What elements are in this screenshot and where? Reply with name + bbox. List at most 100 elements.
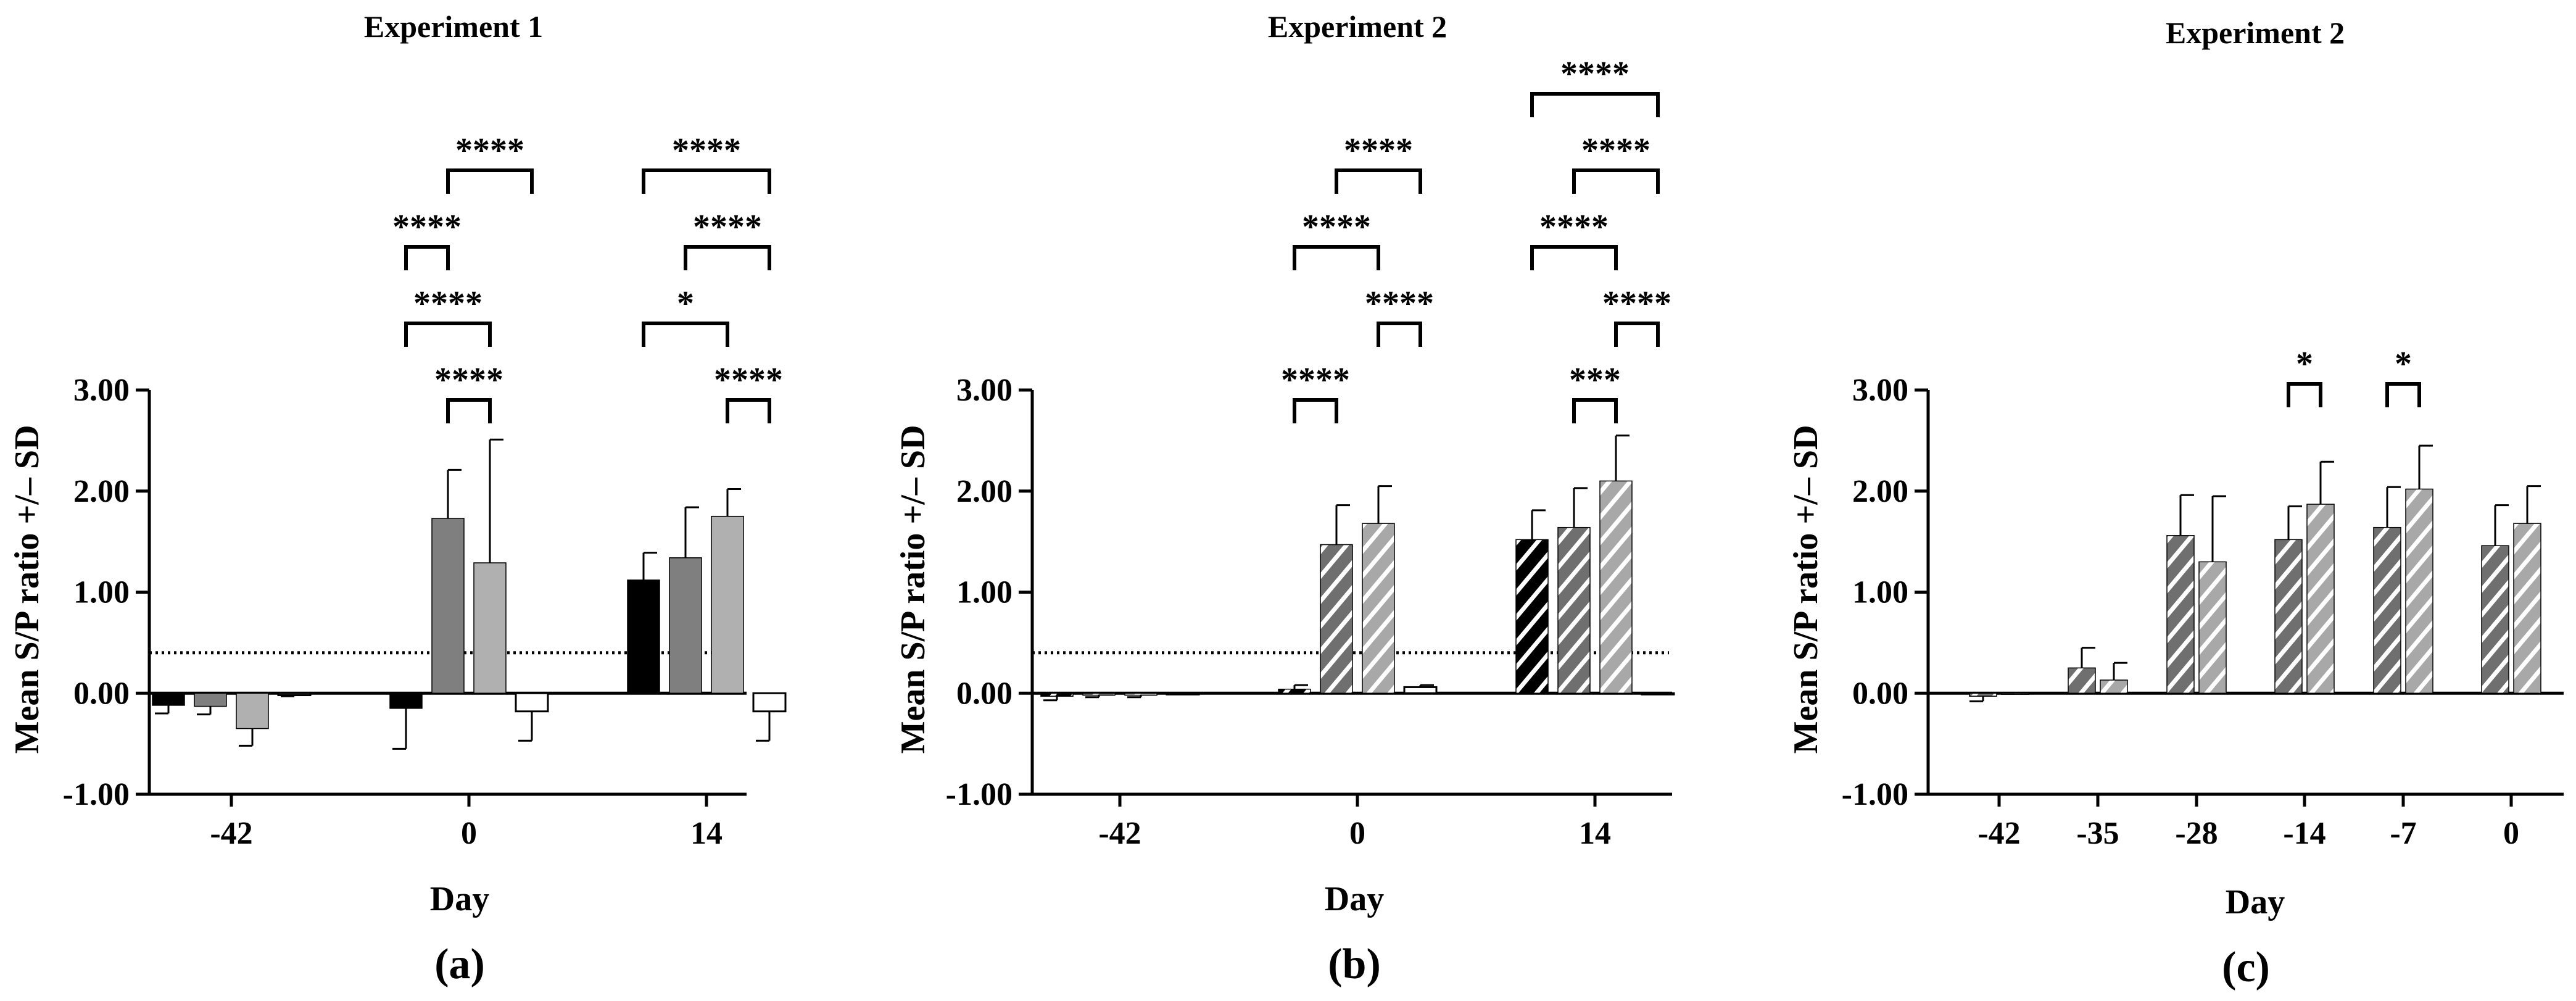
bar: [152, 692, 185, 706]
bar: [711, 515, 744, 694]
y-tick-label: 3.00: [1852, 373, 1908, 408]
bar: [194, 692, 227, 707]
bar: [277, 692, 312, 697]
significance-bracket: [1572, 168, 1660, 194]
bar: [2306, 504, 2335, 694]
significance-label: ****: [413, 285, 482, 323]
significance-label: ****: [392, 208, 462, 246]
significance-bracket: [1377, 322, 1422, 347]
bar: [1641, 692, 1675, 696]
bar: [473, 562, 507, 694]
panel-c-plot: -1.00 0.00 1.00 2.00 3.00 -42 -35 -28 -14 -7 0 * *: [1842, 345, 2564, 851]
significance-bracket: [1335, 168, 1422, 194]
significance-label: ****: [714, 361, 783, 399]
significance-label: ****: [693, 208, 762, 246]
bar: [2100, 679, 2128, 694]
bar: [1278, 688, 1311, 694]
bar: [1557, 526, 1591, 694]
bar: [2198, 561, 2227, 694]
x-tick-label: -42: [1098, 816, 1141, 851]
significance-label: ****: [1602, 285, 1671, 323]
x-tick-label: -42: [1978, 816, 2020, 851]
panel-b: Experiment 2 Mean S/P ratio +/– SD Day (…: [894, 9, 1675, 988]
panel-b-x-axis-title: Day: [1325, 880, 1384, 918]
significance-bracket: [404, 245, 450, 270]
panel-c-x-axis-title: Day: [2226, 883, 2285, 921]
x-tick-label: -35: [2076, 816, 2119, 851]
panel-a-plot: -1.000.001.002.003.00-42 0 14*************…: [63, 131, 787, 851]
bar: [236, 692, 269, 729]
significance-bracket: [642, 322, 729, 347]
significance-label: ****: [1302, 208, 1371, 246]
significance-bracket: [2287, 382, 2322, 407]
panel-c-title: Experiment 2: [2166, 15, 2345, 50]
significance-bracket: [684, 245, 771, 270]
significance-label: ****: [672, 131, 741, 170]
significance-label: ***: [1569, 361, 1621, 399]
bar: [1515, 539, 1549, 694]
bar: [2274, 539, 2303, 694]
x-tick-label: -42: [210, 816, 252, 851]
bar: [1124, 692, 1158, 696]
x-tick-label: -7: [2390, 816, 2416, 851]
panel-a-title: Experiment 1: [364, 9, 543, 44]
significance-bracket: [1530, 92, 1660, 117]
bar: [389, 692, 423, 709]
bar: [2405, 488, 2433, 694]
significance-bracket: [1572, 398, 1618, 423]
bar: [2373, 526, 2401, 694]
significance-label: ****: [434, 361, 503, 399]
bar: [1040, 692, 1074, 697]
panel-b-label: (b): [1328, 941, 1381, 988]
bar: [1599, 480, 1633, 694]
panel-b-title: Experiment 2: [1268, 9, 1447, 44]
panel-b-plot: -1.000.001.002.003.00-42 0 14*************…: [946, 55, 1675, 851]
y-tick-label: 2.00: [73, 474, 130, 509]
bar: [431, 518, 465, 694]
panel-a-y-axis-title: Mean S/P ratio +/– SD: [8, 425, 46, 754]
bar: [2001, 692, 2029, 695]
significance-bracket: [1614, 322, 1660, 347]
bar: [669, 557, 702, 694]
significance-label: *: [2395, 345, 2412, 383]
y-tick-label: 1.00: [73, 575, 130, 610]
significance-bracket: [404, 322, 492, 347]
x-tick-label: 0: [2503, 816, 2519, 851]
significance-bracket: [446, 168, 534, 194]
significance-bracket: [446, 398, 492, 423]
y-tick-label: -1.00: [63, 777, 130, 812]
significance-label: *: [677, 285, 694, 323]
panel-b-y-axis-title: Mean S/P ratio +/– SD: [894, 425, 932, 754]
bar: [2481, 545, 2509, 694]
panel-c-y-axis-title: Mean S/P ratio +/– SD: [1787, 425, 1825, 754]
significance-bracket: [2385, 382, 2421, 407]
x-tick-label: -28: [2175, 816, 2218, 851]
y-tick-label: 2.00: [1852, 474, 1908, 509]
bar: [1320, 544, 1353, 694]
significance-label: *: [2296, 345, 2313, 383]
significance-label: ****: [1344, 131, 1413, 170]
significance-bracket: [1293, 245, 1380, 270]
y-tick-label: -1.00: [946, 777, 1013, 812]
bar: [1362, 523, 1395, 694]
panel-c-label: (c): [2222, 944, 2270, 991]
y-tick-label: 1.00: [1852, 575, 1908, 610]
bar: [752, 692, 787, 713]
bar: [2068, 667, 2096, 694]
significance-label: ****: [1365, 285, 1434, 323]
significance-label: ****: [1581, 131, 1650, 170]
panel-a: Experiment 1 Mean S/P ratio +/– SD Day (…: [8, 9, 787, 988]
y-tick-label: 0.00: [956, 676, 1013, 711]
bar: [1082, 692, 1116, 696]
bar: [627, 579, 660, 694]
y-tick-label: 0.00: [1852, 676, 1908, 711]
significance-bracket: [642, 168, 771, 194]
significance-bracket: [1293, 398, 1338, 423]
bar: [2513, 523, 2541, 694]
x-tick-label: 0: [461, 816, 477, 851]
bar: [515, 692, 549, 713]
significance-label: ****: [455, 131, 524, 170]
bar: [1166, 692, 1200, 696]
significance-bracket: [726, 398, 771, 423]
